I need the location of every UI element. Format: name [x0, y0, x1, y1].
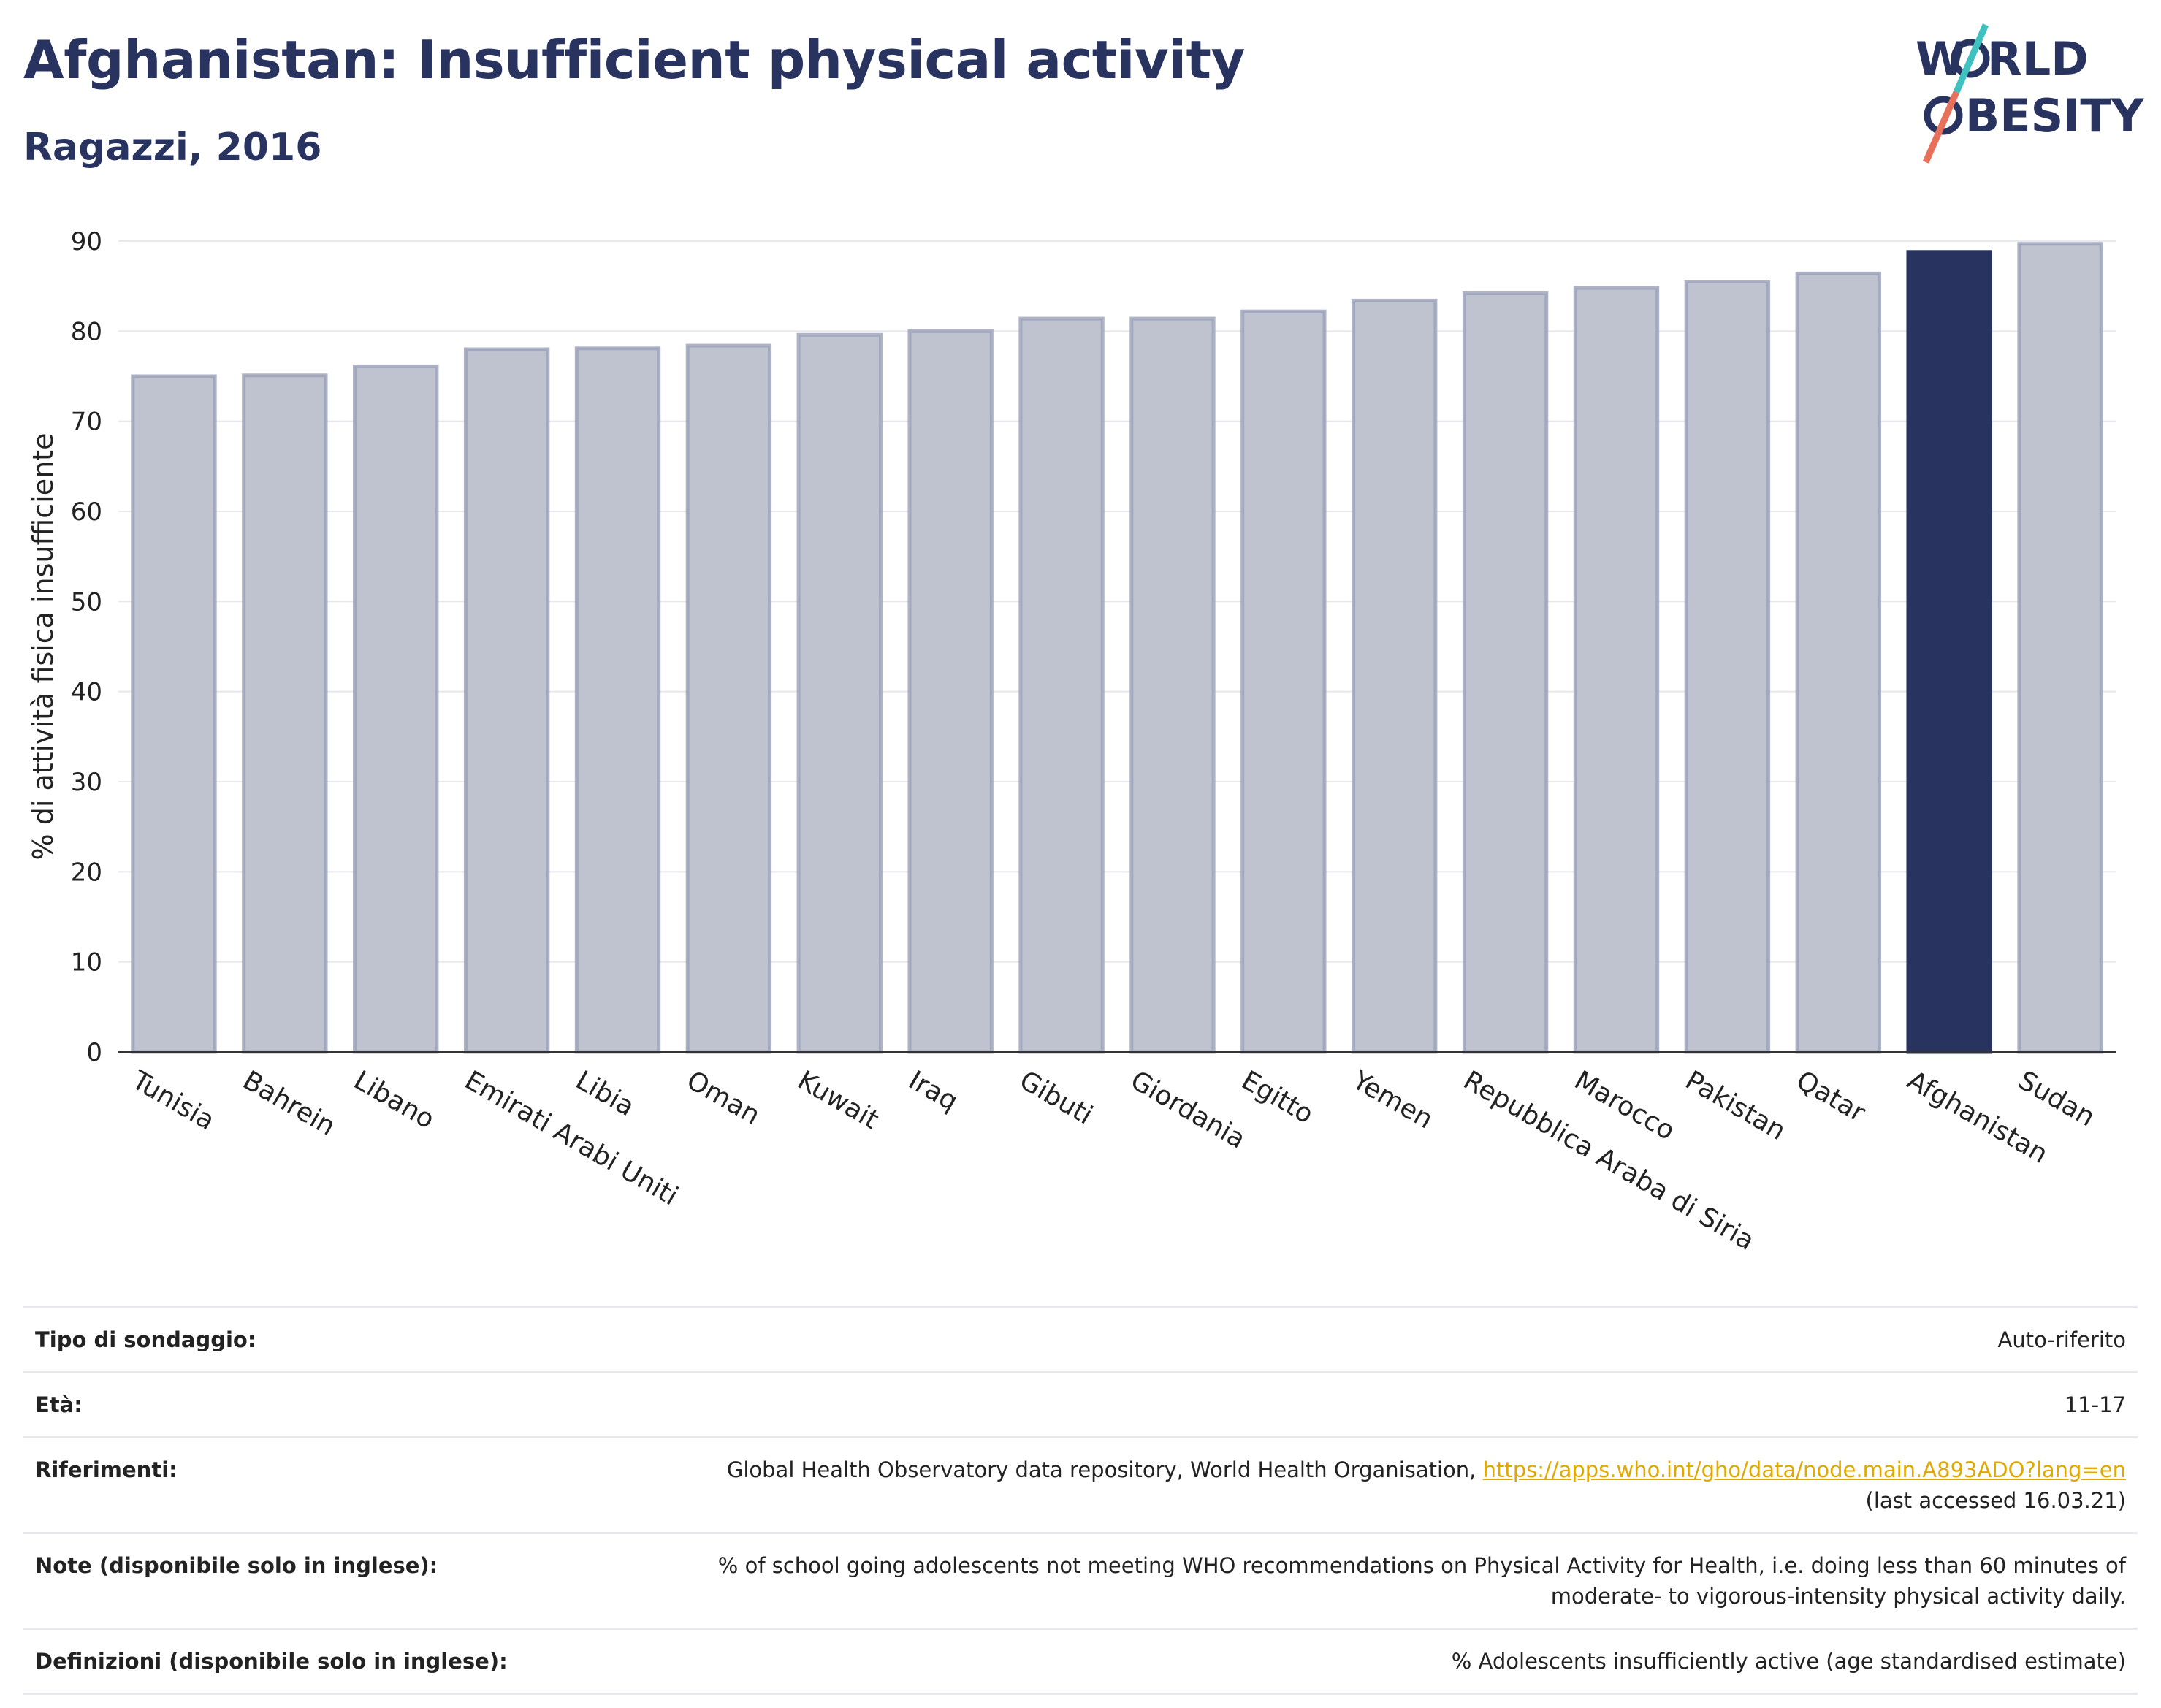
bar [1240, 309, 1327, 1054]
x-tick-label: Yemen [1346, 1065, 1438, 1135]
y-tick-label: 60 [71, 497, 102, 527]
page-subtitle: Ragazzi, 2016 [23, 126, 322, 169]
bar [463, 347, 550, 1054]
y-tick-label: 30 [71, 768, 102, 797]
info-label: Definizioni (disponibile solo in inglese… [23, 1628, 558, 1695]
info-value: % of school going adolescents not meetin… [558, 1532, 2138, 1630]
y-tick-label: 50 [71, 587, 102, 617]
info-row-age: Età: 11-17 [23, 1371, 2138, 1438]
x-tick-label: Pakistan [1680, 1065, 1791, 1146]
svg-text:RLD: RLD [1987, 32, 2089, 85]
info-row-survey-type: Tipo di sondaggio: Auto-riferito [23, 1306, 2138, 1373]
x-tick-label: Oman [682, 1065, 765, 1131]
info-value: Global Health Observatory data repositor… [558, 1436, 2138, 1534]
bar [796, 332, 883, 1054]
bar-chart: 0 10 20 30 40 50 60 70 80 90 % di attività fisica … [27, 227, 2116, 1257]
x-tick-label: Iraq [904, 1065, 963, 1117]
reference-link[interactable]: https://apps.who.int/gho/data/node.main.… [1482, 1457, 2126, 1482]
svg-text:W: W [1916, 32, 1965, 85]
x-tick-label: Emirati Arabi Uniti [460, 1065, 683, 1211]
y-tick-label: 70 [71, 408, 102, 437]
y-tick-label: 0 [86, 1038, 102, 1067]
bar [685, 343, 772, 1054]
reference-accessed: (last accessed 16.03.21) [1865, 1488, 2126, 1513]
x-tick-label: Kuwait [793, 1065, 884, 1135]
bar [2017, 242, 2103, 1054]
x-tick-label: Tunisia [126, 1065, 220, 1136]
bar [242, 373, 328, 1054]
reference-text: Global Health Observatory data repositor… [726, 1457, 1483, 1482]
info-label: Età: [23, 1371, 558, 1438]
info-label: Tipo di sondaggio: [23, 1306, 558, 1373]
y-tick-label: 90 [71, 227, 102, 256]
notes-line-1: % of school going adolescents not meetin… [717, 1553, 2126, 1578]
x-tick-label: Sudan [2013, 1065, 2100, 1132]
bar [1906, 250, 1992, 1054]
bar [907, 329, 994, 1054]
y-tick-label: 80 [71, 317, 102, 346]
info-label: Note (disponibile solo in inglese): [23, 1532, 558, 1630]
info-value: % Adolescents insufficiently active (age… [558, 1628, 2138, 1695]
x-tick-label: Egitto [1236, 1065, 1318, 1129]
bar [353, 364, 439, 1054]
y-tick-label: 10 [71, 948, 102, 977]
page-title: Afghanistan: Insufficient physical activ… [23, 29, 1245, 91]
info-value: 11-17 [558, 1371, 2138, 1438]
x-tick-label: Bahrein [237, 1065, 340, 1142]
bar [574, 346, 661, 1054]
bar [1352, 298, 1438, 1054]
svg-text:BESITY: BESITY [1965, 89, 2145, 142]
x-tick-label: Giordania [1125, 1065, 1250, 1154]
bar [1573, 286, 1660, 1054]
info-row-definitions: Definizioni (disponibile solo in inglese… [23, 1628, 2138, 1695]
info-label: Riferimenti: [23, 1436, 558, 1534]
notes-line-2: moderate- to vigorous-intensity physical… [1550, 1584, 2126, 1609]
bar [1129, 316, 1216, 1054]
info-row-references: Riferimenti: Global Health Observatory d… [23, 1436, 2138, 1534]
x-tick-label: Qatar [1791, 1065, 1870, 1128]
world-obesity-logo: W RLD BESITY [1916, 23, 2145, 164]
y-tick-label: 20 [71, 858, 102, 887]
info-row-notes: Note (disponibile solo in inglese): % of… [23, 1532, 2138, 1630]
y-axis-label: % di attività fisica insufficiente [27, 433, 59, 861]
y-tick-label: 40 [71, 678, 102, 707]
x-tick-label: Libia [571, 1065, 639, 1122]
info-value: Auto-riferito [558, 1306, 2138, 1373]
bar [1684, 280, 1771, 1054]
bar [131, 374, 217, 1054]
x-tick-label: Gibuti [1015, 1065, 1098, 1130]
bar [1795, 271, 1881, 1054]
bar [1018, 316, 1105, 1054]
bar [1462, 291, 1549, 1054]
x-tick-label: Libano [348, 1065, 439, 1135]
info-table: Tipo di sondaggio: Auto-riferito Età: 11… [23, 1306, 2138, 1695]
